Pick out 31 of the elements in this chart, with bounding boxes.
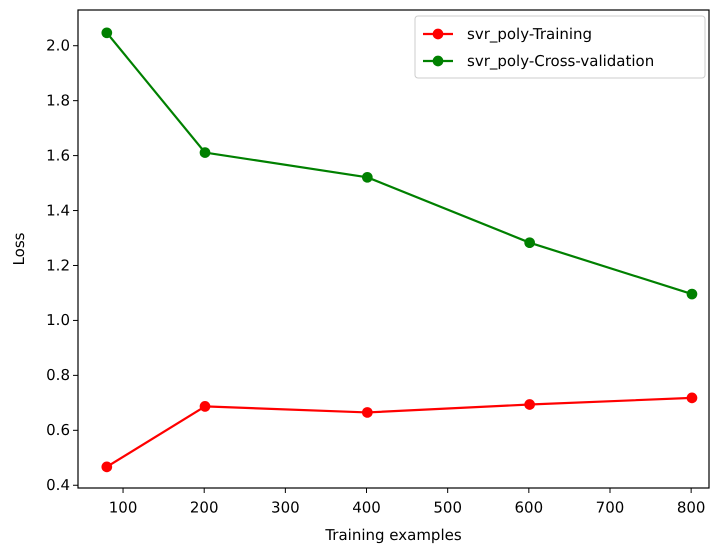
legend-label: svr_poly-Training (467, 25, 592, 43)
y-tick-label: 1.8 (46, 91, 70, 110)
y-axis-title: Loss (10, 232, 28, 266)
x-tick-label: 500 (433, 498, 462, 516)
y-tick-label: 1.6 (46, 146, 70, 164)
point (101, 462, 112, 472)
x-tick-label: 100 (108, 498, 138, 516)
y-tick-label: 1.0 (46, 311, 70, 330)
y-tick-label: 0.4 (46, 476, 70, 494)
x-tick-label: 800 (676, 498, 706, 516)
x-tick-label: 300 (271, 498, 300, 516)
point (200, 401, 210, 412)
y-tick-label: 0.6 (46, 421, 70, 440)
y-tick-label: 1.2 (46, 256, 70, 274)
x-tick-label: 600 (514, 498, 544, 516)
point (200, 147, 210, 158)
point (362, 407, 373, 418)
point (362, 172, 373, 183)
point (686, 392, 698, 404)
y-tick-label: 0.8 (46, 366, 70, 384)
x-tick-label: 400 (352, 498, 381, 516)
point (101, 27, 112, 38)
x-tick-label: 700 (596, 498, 624, 516)
point (524, 399, 535, 410)
y-tick-label: 1.4 (46, 201, 70, 220)
point (686, 288, 698, 300)
point (524, 237, 535, 248)
y-tick-label: 2.0 (46, 36, 70, 55)
legend-label: svr_poly-Cross-validation (467, 52, 654, 70)
x-axis-title: Training examples (324, 526, 462, 544)
x-tick-label: 200 (190, 498, 219, 516)
